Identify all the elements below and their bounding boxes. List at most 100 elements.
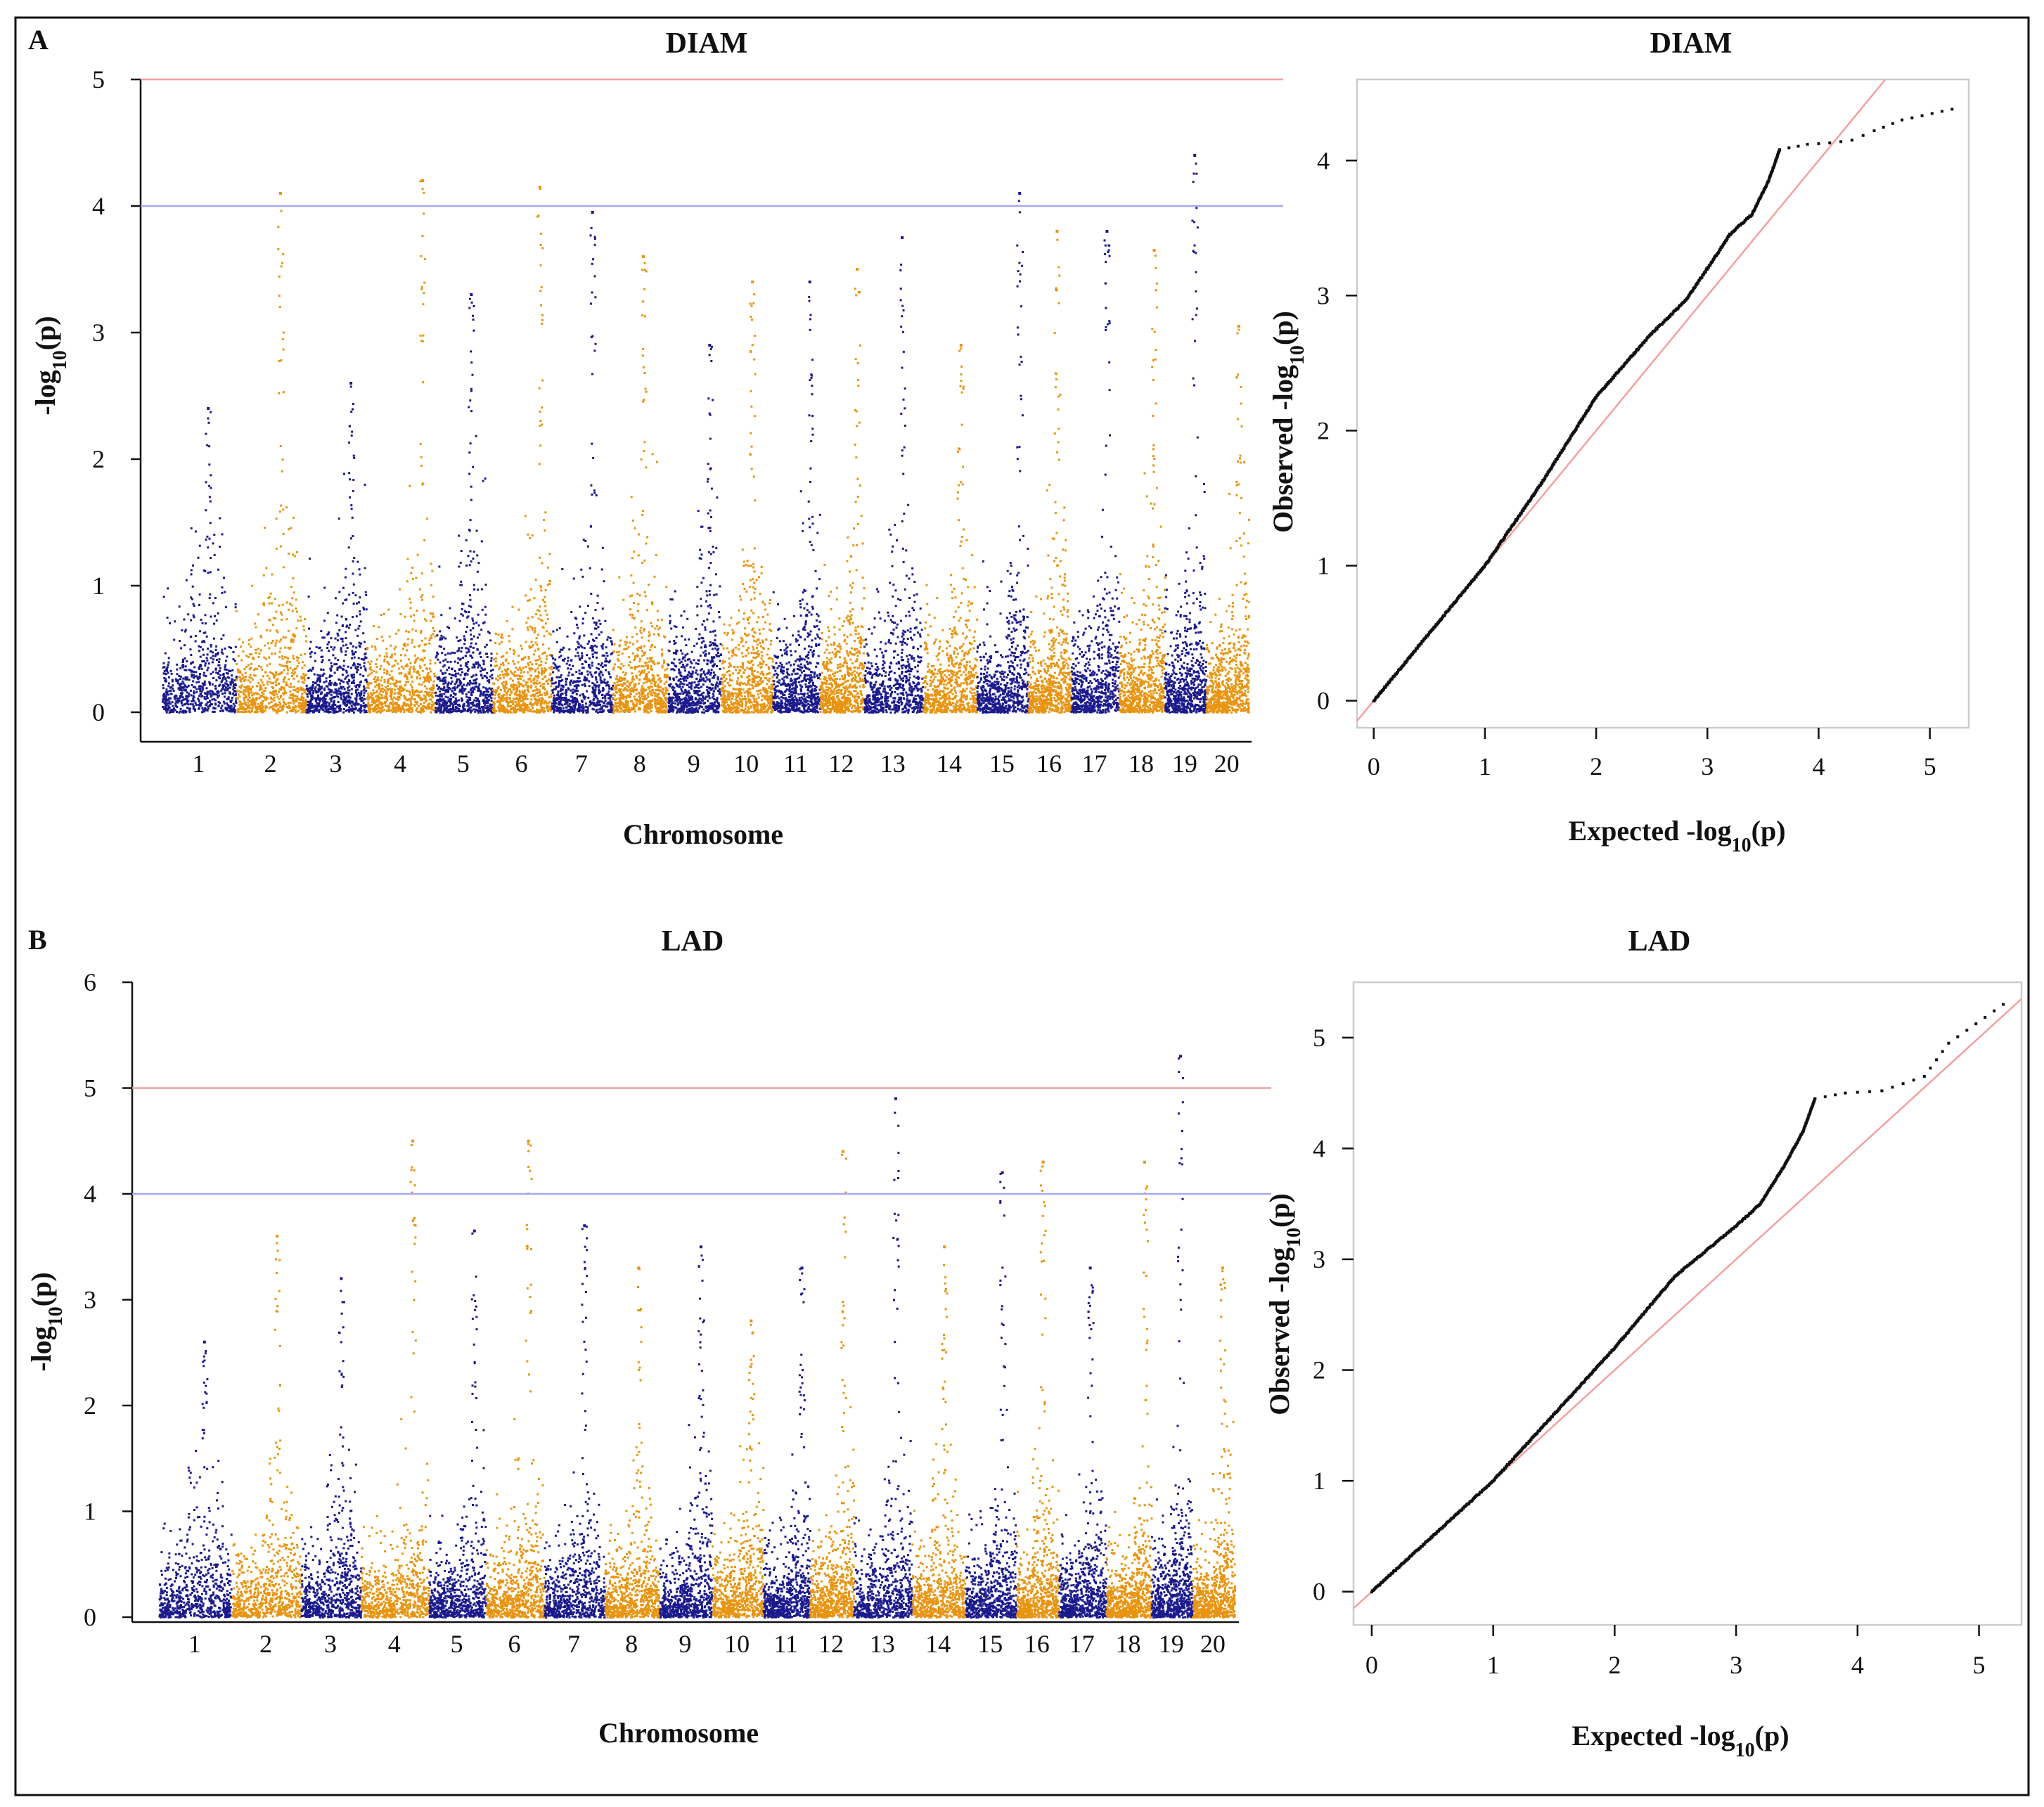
snp-point	[561, 710, 564, 713]
snp-point	[295, 700, 298, 702]
snp-point	[442, 660, 445, 662]
snp-point	[598, 672, 600, 675]
snp-point	[282, 680, 285, 683]
snp-point	[535, 711, 538, 714]
snp-point	[308, 705, 311, 707]
snp-point	[446, 686, 449, 688]
snp-point	[170, 686, 173, 688]
snp-point	[371, 671, 373, 674]
snp-point	[316, 705, 319, 707]
snp-point	[214, 652, 217, 655]
snp-point	[288, 608, 290, 611]
snp-point	[479, 664, 482, 667]
snp-point	[276, 695, 279, 698]
snp-point	[441, 671, 444, 674]
snp-point	[364, 679, 367, 681]
snp-point	[421, 340, 424, 342]
snp-point	[626, 710, 629, 712]
snp-point	[658, 626, 661, 629]
snp-point	[551, 655, 553, 657]
snp-point	[300, 619, 302, 622]
snp-point	[498, 696, 501, 699]
snp-point	[563, 697, 566, 699]
snp-point	[484, 702, 487, 705]
snp-point	[380, 688, 383, 690]
snp-point	[228, 669, 230, 672]
snp-point	[489, 639, 492, 642]
snp-point	[285, 711, 288, 714]
snp-point	[468, 691, 470, 694]
snp-point	[404, 698, 407, 701]
snp-point	[578, 657, 581, 660]
snp-point	[604, 697, 607, 700]
snp-point	[580, 673, 583, 676]
snp-point	[314, 652, 316, 655]
snp-point	[186, 660, 188, 663]
snp-point	[486, 676, 489, 679]
snp-point	[589, 646, 592, 649]
snp-point	[595, 684, 597, 687]
snp-point	[591, 649, 593, 652]
snp-point	[482, 660, 485, 663]
snp-point	[220, 707, 223, 709]
snp-point	[328, 641, 330, 644]
snp-point	[534, 675, 537, 678]
snp-point	[432, 708, 435, 711]
snp-point	[577, 655, 580, 657]
snp-point	[304, 674, 307, 676]
snp-point	[311, 698, 314, 701]
snp-point	[560, 703, 563, 706]
snp-point	[581, 646, 584, 649]
snp-point	[162, 672, 165, 675]
snp-point	[233, 708, 236, 711]
snp-point	[473, 679, 475, 682]
snp-point	[198, 681, 200, 683]
snp-point	[322, 700, 325, 702]
snp-point	[193, 692, 195, 695]
snp-point	[579, 605, 581, 608]
snp-peak-point	[470, 293, 473, 296]
snp-point	[378, 697, 381, 700]
snp-point	[596, 594, 599, 597]
snp-point	[311, 692, 314, 695]
snp-point	[274, 642, 277, 645]
snp-point	[352, 583, 355, 586]
snp-point	[536, 700, 539, 703]
chromosome-points-4	[366, 179, 437, 714]
snp-point	[251, 707, 254, 710]
snp-point	[348, 685, 351, 688]
snp-point	[455, 710, 458, 713]
snp-point	[536, 703, 539, 706]
snp-point	[239, 679, 242, 682]
snp-point	[421, 708, 424, 711]
snp-point	[212, 602, 214, 605]
snp-point	[369, 711, 371, 714]
snp-point	[536, 609, 539, 612]
snp-point	[407, 658, 410, 661]
snp-point	[172, 690, 175, 692]
snp-point	[309, 655, 312, 658]
snp-point	[393, 707, 396, 709]
snp-point	[441, 703, 444, 706]
snp-point	[339, 709, 342, 712]
snp-point	[527, 533, 529, 536]
snp-point	[418, 674, 421, 676]
snp-point	[490, 660, 493, 662]
snp-point	[437, 678, 439, 681]
snp-point	[469, 442, 472, 445]
snp-point	[617, 683, 619, 686]
snp-point	[517, 661, 520, 664]
snp-point	[356, 602, 358, 605]
snp-point	[551, 702, 553, 705]
snp-point	[380, 636, 383, 638]
snp-point	[594, 686, 597, 688]
snp-point	[575, 686, 578, 689]
snp-point	[345, 671, 348, 674]
snp-point	[444, 676, 446, 679]
snp-point	[267, 597, 270, 599]
snp-point	[456, 680, 458, 683]
snp-point	[435, 709, 438, 712]
snp-point	[649, 657, 651, 660]
snp-point	[471, 656, 474, 659]
snp-point	[198, 645, 200, 648]
